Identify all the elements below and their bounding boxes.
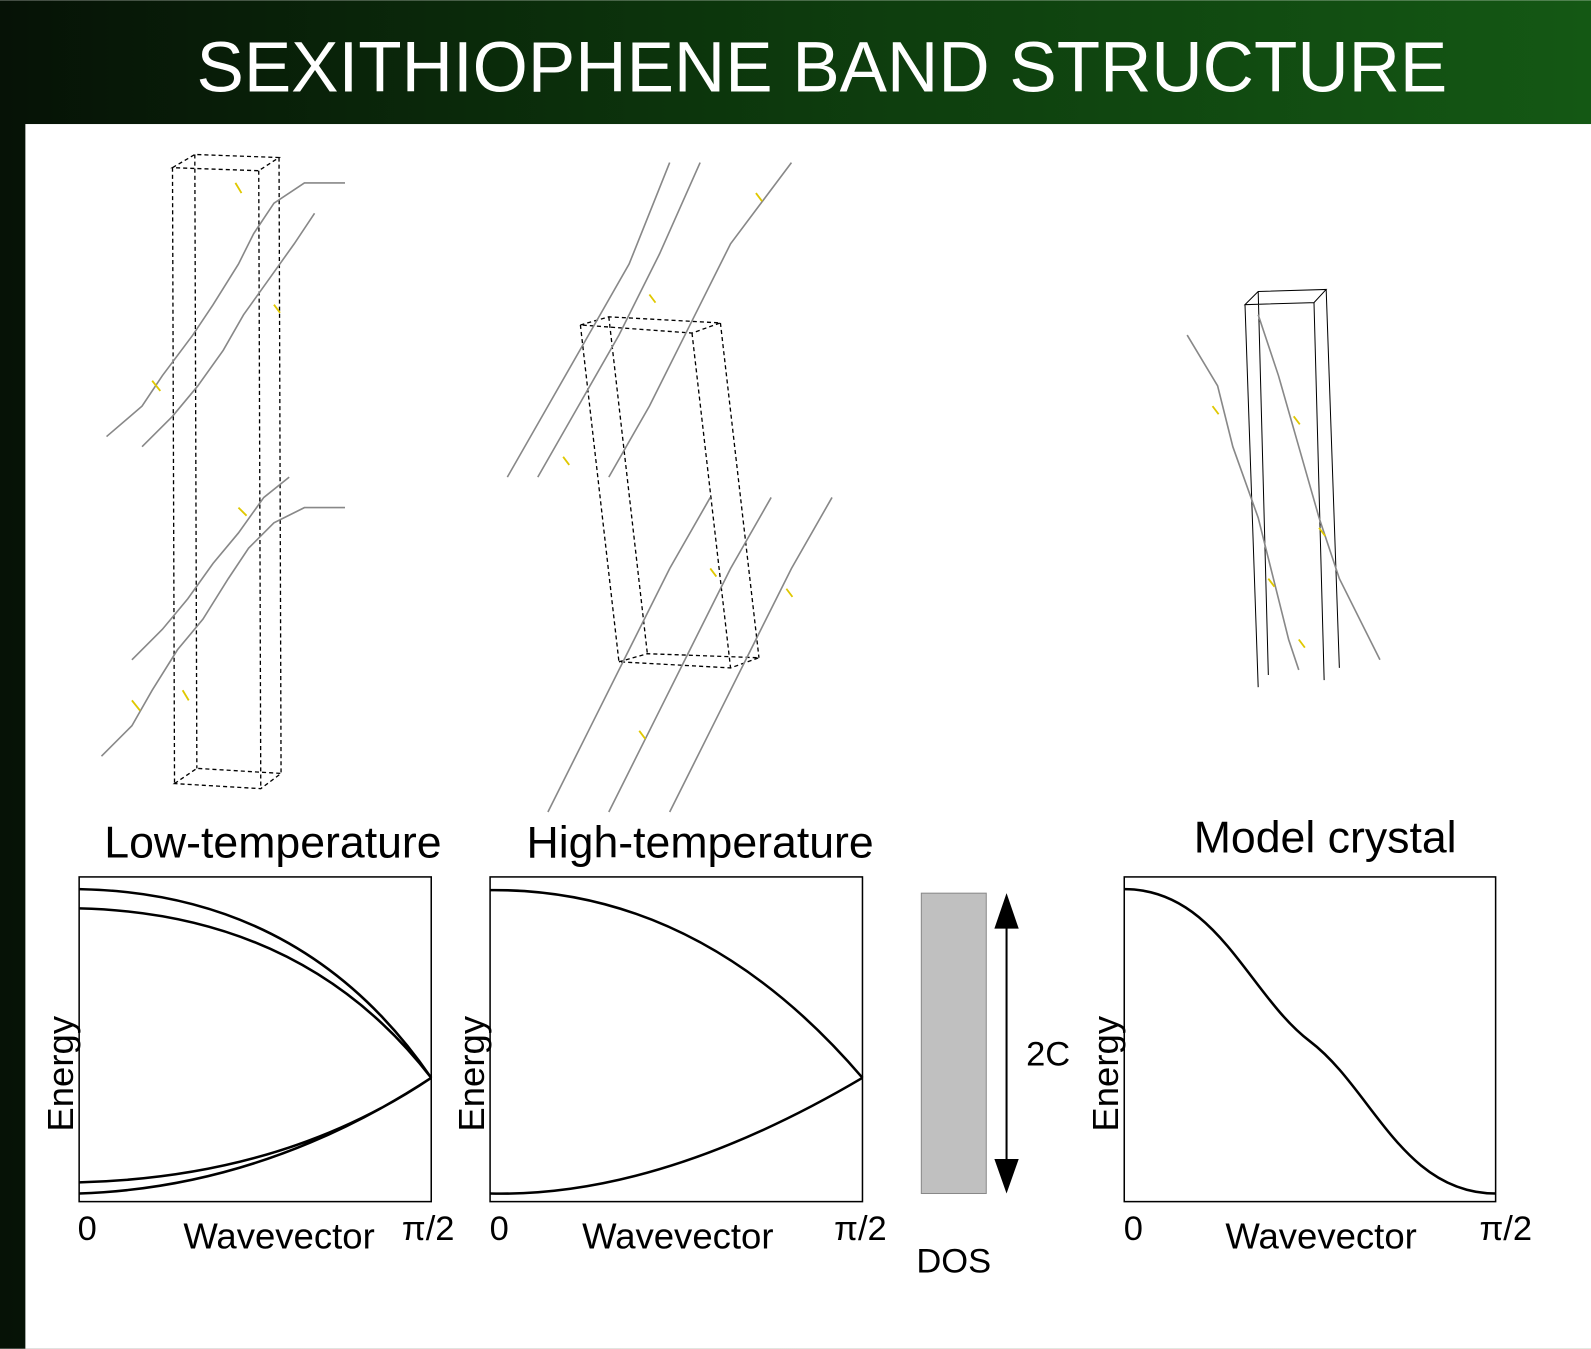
panel-title: High-temperature (526, 819, 873, 868)
content-area (25, 124, 1591, 1349)
y-axis-label: Energy (40, 1015, 81, 1131)
x-tick-label: 0 (490, 1210, 509, 1248)
y-axis-label: Energy (451, 1015, 492, 1131)
panel-title: Low-temperature (104, 819, 441, 868)
slide: SEXITHIOPHENE BAND STRUCTURE Low-tempera… (0, 0, 1591, 1349)
dos-bar (921, 893, 986, 1193)
x-axis-label: Wavevector (582, 1215, 773, 1256)
x-tick-label: π/2 (1479, 1210, 1532, 1248)
x-axis-label: Wavevector (183, 1215, 374, 1256)
x-tick-label: π/2 (834, 1210, 887, 1248)
x-tick-label: 0 (1124, 1210, 1143, 1248)
dos-label: DOS (916, 1243, 991, 1281)
x-tick-label: 0 (78, 1210, 97, 1248)
width-label: 2C (1026, 1036, 1070, 1074)
y-axis-label: Energy (1085, 1015, 1126, 1131)
slide-title: SEXITHIOPHENE BAND STRUCTURE (196, 29, 1447, 108)
x-axis-label: Wavevector (1225, 1215, 1416, 1256)
panel-title: Model crystal (1194, 814, 1457, 863)
x-tick-label: π/2 (402, 1210, 455, 1248)
